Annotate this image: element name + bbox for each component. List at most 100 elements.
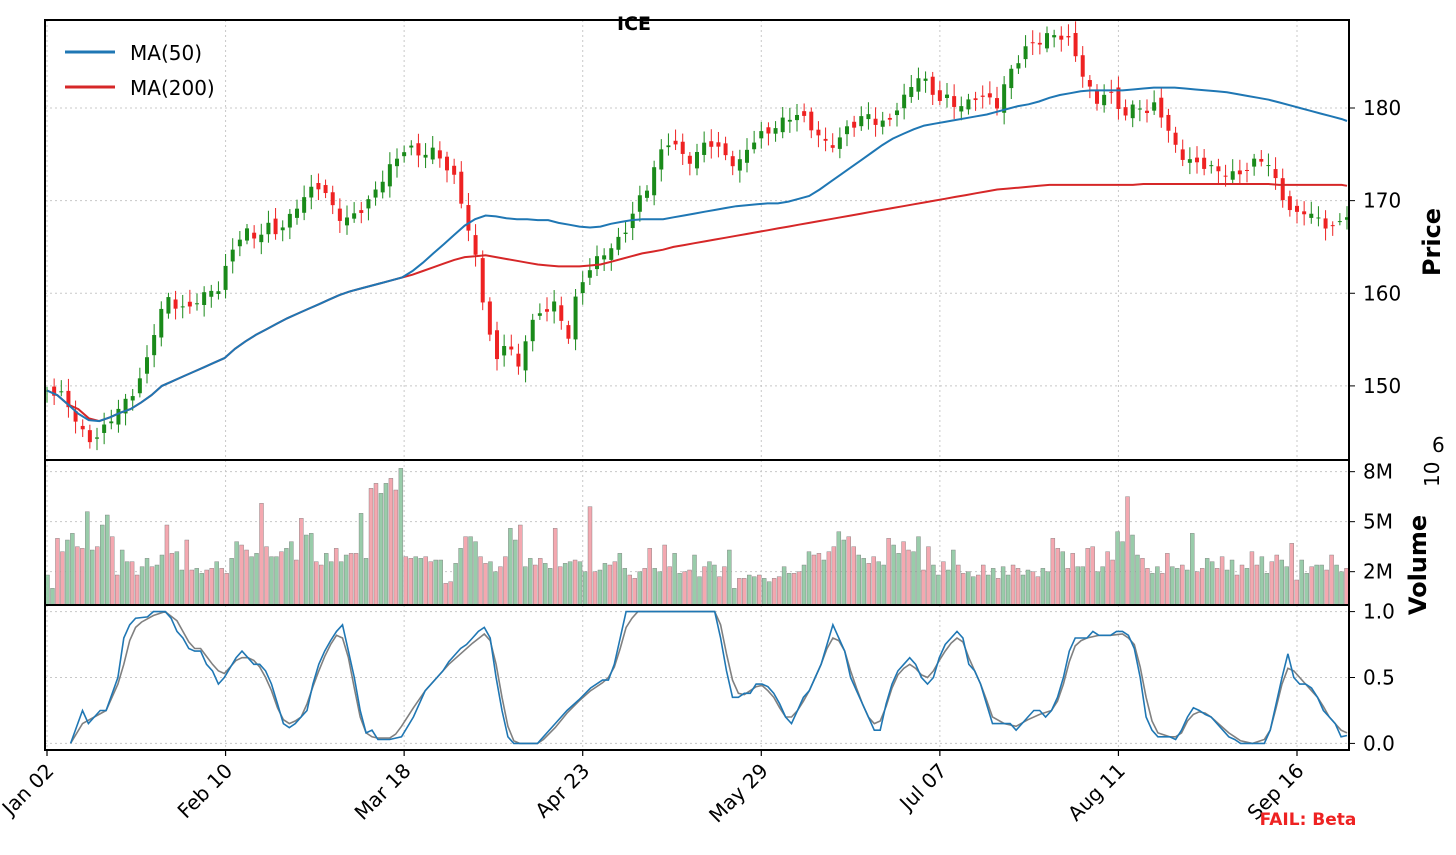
- x-tick-label: Jan 02: [0, 759, 59, 822]
- volume-bar: [393, 489, 399, 606]
- candle-body: [123, 398, 128, 414]
- candle-body: [1109, 91, 1114, 93]
- candle-body: [1173, 132, 1178, 145]
- volume-bar: [697, 576, 702, 606]
- candle-body: [666, 145, 671, 148]
- volume-bar: [811, 554, 817, 606]
- volume-bar: [309, 533, 314, 606]
- volume-bar: [1145, 568, 1150, 606]
- candle-body: [373, 189, 378, 198]
- volume-bar: [244, 549, 249, 606]
- volume-bar: [1065, 568, 1070, 606]
- volume-bar: [1314, 564, 1319, 606]
- volume-bar: [552, 528, 558, 606]
- volume-bar: [886, 538, 891, 606]
- candle-body: [866, 114, 871, 120]
- candle-body: [852, 121, 857, 128]
- volume-bar: [1155, 566, 1160, 606]
- candle-body: [1102, 94, 1107, 106]
- volume-bar: [105, 514, 110, 606]
- candle-body: [923, 78, 928, 81]
- volume-bar: [388, 478, 394, 606]
- candle-body: [1245, 169, 1249, 171]
- candle-body: [509, 346, 514, 350]
- volume-bar: [453, 563, 458, 606]
- legend[interactable]: MA(50) MA(200): [65, 41, 215, 100]
- volume-bar: [841, 539, 847, 606]
- candle-body: [1287, 196, 1292, 211]
- volume-bar: [826, 551, 832, 606]
- candle-body: [180, 306, 185, 308]
- volume-bar: [1279, 559, 1284, 606]
- volume-bar: [906, 549, 911, 606]
- volume-bar: [1035, 576, 1041, 606]
- volume-bar: [622, 568, 628, 606]
- volume-bar: [1329, 554, 1334, 606]
- volume-bar: [801, 564, 807, 606]
- candle-body: [595, 256, 599, 270]
- candle-body: [1273, 169, 1278, 179]
- volume-bar: [652, 568, 657, 606]
- volume-bar: [224, 573, 229, 606]
- candle-body: [1309, 213, 1314, 218]
- candle-body: [530, 319, 535, 342]
- volume-bar: [1239, 564, 1245, 606]
- volume-bar: [1165, 553, 1170, 606]
- volume-bar: [1309, 566, 1314, 606]
- volume-bar: [980, 564, 986, 606]
- volume-bar: [557, 566, 563, 606]
- volume-bar: [110, 536, 115, 606]
- legend-ma200-label: MA(200): [130, 76, 215, 100]
- volume-bar: [956, 564, 961, 606]
- candle-body: [616, 236, 621, 250]
- candle-body: [516, 353, 521, 367]
- volume-bar: [478, 556, 483, 606]
- candle-body: [352, 213, 357, 219]
- volume-bar: [587, 506, 593, 606]
- candle-body: [887, 117, 892, 120]
- candle-body: [859, 116, 864, 127]
- volume-bar: [1324, 569, 1329, 606]
- volume-bar: [70, 533, 75, 606]
- volume-bar: [65, 539, 70, 606]
- candle-body: [1323, 218, 1328, 229]
- candle-body: [1137, 108, 1142, 110]
- volume-bar: [1030, 571, 1036, 606]
- candle-body: [1280, 178, 1285, 201]
- volume-bar: [468, 536, 473, 606]
- candle-body: [52, 386, 57, 396]
- candle-body: [473, 235, 478, 255]
- candle-body: [966, 99, 971, 110]
- volume-bar: [1085, 548, 1090, 606]
- volume-bar: [727, 549, 732, 606]
- volume-bar: [607, 564, 613, 606]
- volume-bar: [249, 556, 254, 606]
- volume-bar: [1244, 568, 1250, 606]
- candle-body: [602, 255, 607, 260]
- candle-body: [395, 158, 399, 167]
- volume-bar: [1195, 571, 1200, 606]
- volume-bar: [299, 518, 304, 606]
- volume-bar: [438, 559, 443, 606]
- volume-bar: [866, 563, 871, 606]
- volume-bar: [189, 569, 195, 606]
- volume-bar: [294, 559, 299, 606]
- volume-bar: [1025, 569, 1031, 606]
- volume-bar: [547, 568, 553, 606]
- volume-bar: [941, 561, 946, 606]
- candle-body: [502, 346, 507, 356]
- volume-bar: [483, 563, 488, 606]
- candle-body: [952, 96, 957, 107]
- volume-bar: [687, 569, 692, 606]
- volume-bar: [926, 546, 931, 606]
- candle-body: [573, 296, 578, 340]
- volume-bar: [50, 588, 55, 606]
- volume-bar: [328, 561, 334, 606]
- candle-body: [1052, 35, 1057, 38]
- candle-body: [673, 140, 678, 145]
- volume-bar: [60, 551, 65, 606]
- volume-bar: [304, 534, 309, 606]
- volume-bar: [508, 528, 513, 606]
- volume-bar: [990, 568, 996, 606]
- volume-bar: [204, 569, 209, 606]
